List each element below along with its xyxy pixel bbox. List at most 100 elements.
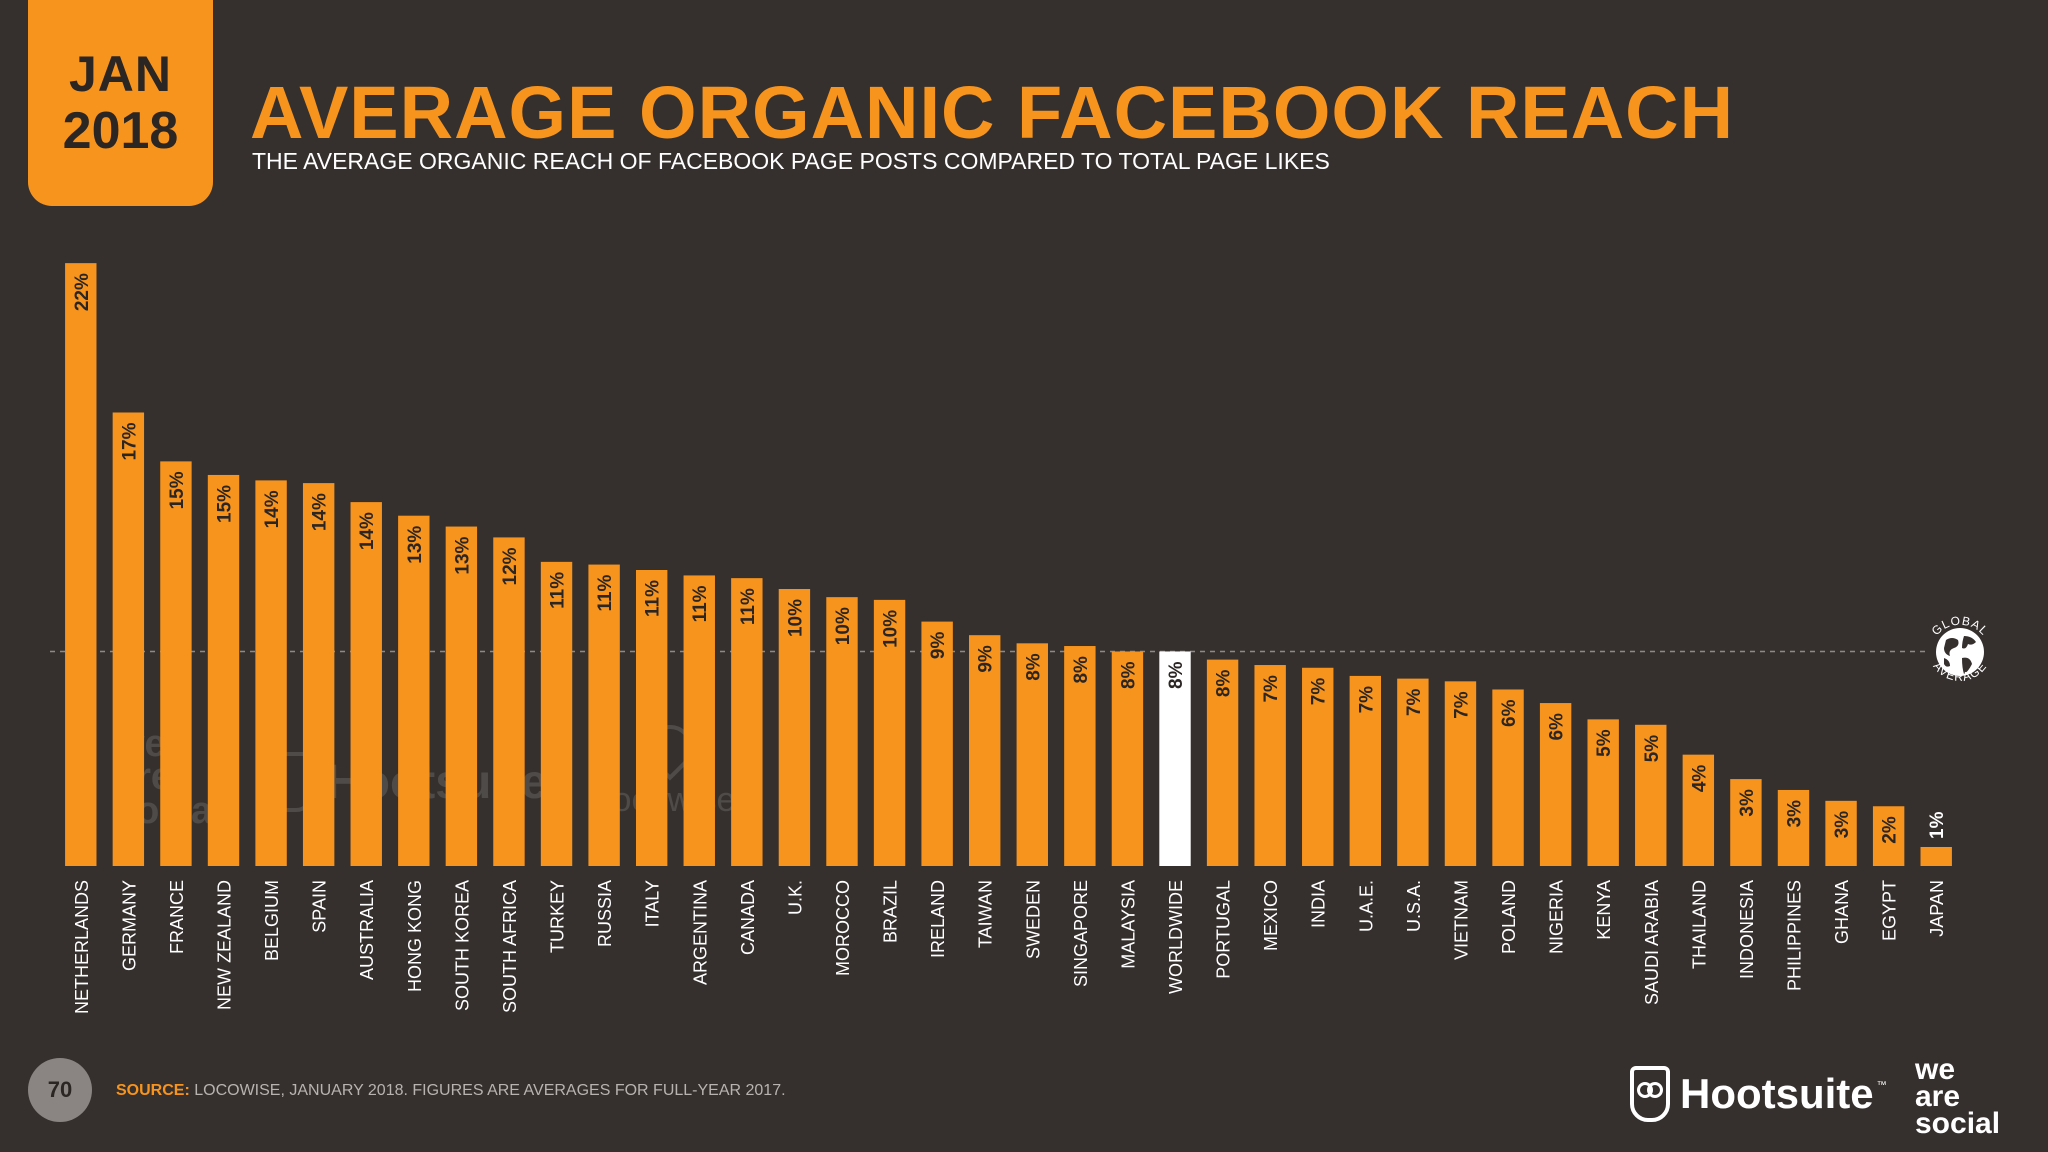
bar-germany — [112, 412, 145, 866]
bar-ireland — [921, 621, 953, 866]
value-label: 8% — [1214, 670, 1235, 698]
value-label: 10% — [785, 599, 806, 637]
hootsuite-logo-text: Hootsuite — [1680, 1070, 1874, 1117]
category-label: WORLDWIDE — [1166, 880, 1186, 994]
bar-poland — [1492, 689, 1524, 866]
was-line3: social — [1915, 1107, 2001, 1140]
value-label: 22% — [72, 273, 93, 311]
bar-saudi-arabia — [1635, 724, 1667, 866]
source-text: LOCOWISE, JANUARY 2018. FIGURES ARE AVER… — [194, 1082, 786, 1099]
bar-sweden — [1016, 643, 1048, 866]
category-label: KENYA — [1594, 880, 1614, 940]
value-label: 14% — [357, 512, 378, 550]
global-average-badge: GLOBAL AVERAGE — [1920, 600, 2000, 700]
bar-thailand — [1682, 754, 1715, 866]
category-label: MOROCCO — [833, 880, 853, 976]
we-are-social-logo: we are social — [1915, 1053, 2001, 1140]
category-label: SAUDI ARABIA — [1642, 880, 1662, 1005]
bar-turkey — [540, 561, 573, 866]
value-label: 8% — [1023, 653, 1044, 681]
category-label: SOUTH KOREA — [452, 880, 472, 1011]
category-label: NETHERLANDS — [72, 880, 92, 1014]
value-label: 13% — [405, 526, 426, 564]
category-label: BELGIUM — [262, 880, 282, 961]
value-label: 12% — [500, 547, 521, 585]
bar-u-a-e — [1349, 675, 1382, 866]
value-label: 3% — [1832, 811, 1853, 839]
bar-indonesia — [1730, 779, 1762, 866]
bar-malaysia — [1111, 651, 1144, 866]
date-month: JAN — [68, 46, 173, 102]
category-label: IRELAND — [928, 880, 948, 958]
value-label: 6% — [1499, 699, 1520, 727]
value-label: 13% — [452, 536, 473, 574]
value-label: 11% — [690, 585, 711, 622]
was-line1: we — [1915, 1053, 1956, 1086]
bar-france — [160, 461, 192, 866]
bar-worldwide — [1159, 651, 1191, 866]
bar-philippines — [1777, 789, 1810, 866]
value-label: 3% — [1784, 800, 1805, 828]
category-label: POLAND — [1499, 880, 1519, 954]
bar-japan — [1920, 846, 1952, 866]
category-label: JAPAN — [1927, 880, 1947, 937]
category-label: THAILAND — [1689, 880, 1709, 969]
value-label: 11% — [738, 588, 759, 625]
category-label: SPAIN — [310, 880, 330, 933]
bar-kenya — [1587, 719, 1619, 866]
category-label: U.S.A. — [1404, 880, 1424, 932]
bar-singapore — [1064, 646, 1096, 866]
value-label: 7% — [1261, 675, 1282, 703]
category-label: ITALY — [643, 880, 663, 927]
bar-morocco — [826, 597, 858, 866]
category-label: GERMANY — [119, 880, 139, 971]
page-subtitle: THE AVERAGE ORGANIC REACH OF FACEBOOK PA… — [252, 148, 1330, 174]
bar-india — [1302, 667, 1334, 866]
bar-brazil — [873, 599, 906, 866]
category-label: GHANA — [1832, 880, 1852, 944]
bar-mexico — [1254, 665, 1286, 866]
value-label: 7% — [1404, 689, 1425, 717]
category-label: ARGENTINA — [690, 880, 710, 985]
value-label: 17% — [119, 422, 140, 460]
value-label: 6% — [1547, 713, 1568, 741]
bar-russia — [588, 564, 620, 866]
category-label: INDONESIA — [1737, 880, 1757, 979]
value-label: 5% — [1642, 735, 1663, 763]
value-label: 2% — [1880, 816, 1901, 844]
category-label: AUSTRALIA — [357, 880, 377, 980]
category-label: EGYPT — [1880, 880, 1900, 941]
value-label: 10% — [833, 607, 854, 645]
category-label: TAIWAN — [976, 880, 996, 948]
category-label: MEXICO — [1261, 880, 1281, 951]
category-label: U.K. — [785, 880, 805, 915]
category-label: SWEDEN — [1023, 880, 1043, 959]
bar-egypt — [1872, 806, 1905, 866]
value-label: 7% — [1309, 678, 1330, 706]
value-label: 11% — [548, 572, 569, 609]
category-label: PORTUGAL — [1214, 880, 1234, 979]
bar-ghana — [1825, 800, 1857, 866]
category-label: VIETNAM — [1451, 880, 1471, 960]
page-number: 70 — [28, 1058, 92, 1122]
bar-south-korea — [445, 526, 478, 866]
value-label: 15% — [215, 485, 236, 523]
category-label: RUSSIA — [595, 880, 615, 947]
category-label: NEW ZEALAND — [215, 880, 235, 1010]
value-label: 8% — [1166, 661, 1187, 689]
value-label: 11% — [643, 580, 664, 617]
date-year: 2018 — [62, 102, 179, 160]
date-badge: JAN 2018 — [28, 0, 213, 206]
value-label: 9% — [976, 645, 997, 673]
category-label: INDIA — [1309, 880, 1329, 928]
value-label: 1% — [1927, 811, 1948, 839]
category-label: SOUTH AFRICA — [500, 880, 520, 1013]
category-label: BRAZIL — [881, 880, 901, 943]
bar-belgium — [255, 480, 287, 866]
bar-netherlands — [65, 263, 97, 866]
value-label: 7% — [1356, 686, 1377, 714]
bar-nigeria — [1539, 703, 1572, 866]
hootsuite-logo: Hootsuite ™ — [1630, 1066, 1887, 1122]
category-label: PHILIPPINES — [1784, 880, 1804, 991]
